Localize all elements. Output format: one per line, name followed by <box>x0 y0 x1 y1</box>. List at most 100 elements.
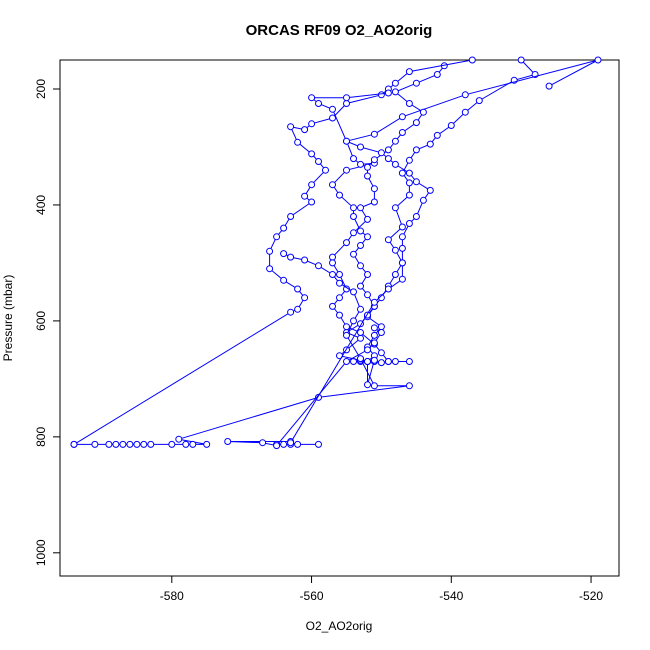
series-line <box>331 65 445 362</box>
data-point <box>350 213 357 220</box>
data-point <box>398 244 406 252</box>
data-series <box>329 62 448 365</box>
data-point <box>370 356 378 364</box>
data-point <box>384 236 392 244</box>
data-point <box>357 143 364 151</box>
y-tick-label: 400 <box>34 195 48 215</box>
data-point <box>357 242 364 249</box>
data-point <box>364 358 371 365</box>
data-point <box>350 155 357 163</box>
y-axis: 200 400 600 800 1000 <box>34 79 61 566</box>
data-point <box>294 138 302 146</box>
data-point <box>370 185 378 193</box>
data-point <box>398 259 406 267</box>
data-point <box>370 156 378 164</box>
data-point <box>377 294 385 302</box>
data-point <box>280 440 288 448</box>
data-point <box>273 442 281 450</box>
data-point <box>147 440 155 448</box>
x-tick-label: -540 <box>439 589 463 603</box>
data-point <box>329 105 336 113</box>
data-point <box>357 282 364 290</box>
data-point <box>398 275 406 283</box>
data-point <box>405 156 413 164</box>
data-point <box>377 149 385 157</box>
data-point <box>384 285 392 293</box>
y-axis-label: Pressure (mbar) <box>1 275 15 362</box>
data-point <box>329 259 336 267</box>
data-point <box>315 262 322 270</box>
data-point <box>336 271 343 278</box>
data-point <box>280 276 288 284</box>
data-point <box>308 198 316 206</box>
data-point <box>370 298 378 306</box>
data-point <box>357 262 364 270</box>
data-point <box>343 358 350 365</box>
data-point <box>357 305 364 313</box>
data-point <box>391 137 399 145</box>
data-point <box>412 178 420 186</box>
data-point <box>280 224 288 232</box>
data-point <box>377 323 385 331</box>
data-point <box>370 198 378 206</box>
data-point <box>426 186 434 194</box>
y-tick-label: 600 <box>34 311 48 331</box>
data-point <box>273 233 281 241</box>
x-tick-label: -560 <box>300 589 324 603</box>
data-point <box>370 331 378 339</box>
data-point <box>384 146 392 154</box>
data-point <box>329 114 336 122</box>
data-point <box>259 439 267 447</box>
data-point <box>461 91 469 99</box>
data-point <box>405 191 413 199</box>
series-line <box>74 253 410 445</box>
data-point <box>384 358 392 365</box>
x-axis: -580 -560 -540 -520 <box>160 575 603 603</box>
plot-area <box>70 56 602 450</box>
data-point <box>384 89 392 97</box>
data-point <box>266 247 274 255</box>
data-point <box>168 440 176 448</box>
data-point <box>398 223 406 231</box>
data-point <box>370 130 378 138</box>
data-point <box>287 213 295 220</box>
data-point <box>594 56 602 64</box>
data-point <box>175 435 183 443</box>
data-point <box>357 329 364 336</box>
data-series <box>287 89 434 448</box>
series-line <box>227 327 383 447</box>
data-point <box>419 196 427 204</box>
data-point <box>315 158 322 165</box>
data-point <box>308 181 316 189</box>
data-point <box>266 265 274 273</box>
data-point <box>357 355 364 363</box>
y-tick-label: 200 <box>34 79 48 99</box>
data-point <box>545 82 553 90</box>
data-point <box>377 359 385 367</box>
data-point <box>203 440 211 448</box>
data-point <box>350 229 357 237</box>
data-point <box>287 123 295 131</box>
data-point <box>377 91 385 99</box>
data-point <box>336 279 343 287</box>
data-point <box>405 68 413 76</box>
data-point <box>461 108 469 116</box>
data-point <box>426 140 434 148</box>
data-point <box>433 131 441 139</box>
data-point <box>370 324 378 332</box>
data-point <box>287 308 295 316</box>
data-point <box>468 56 476 64</box>
data-point <box>405 169 413 177</box>
data-point <box>391 79 399 87</box>
data-point <box>343 323 350 331</box>
data-point <box>329 302 336 310</box>
data-point <box>105 440 113 448</box>
data-point <box>364 381 371 389</box>
data-point <box>364 215 371 223</box>
data-point <box>343 331 350 339</box>
data-point <box>384 155 392 163</box>
data-point <box>329 181 336 189</box>
y-tick-label: 1000 <box>34 539 48 566</box>
data-point <box>343 166 350 174</box>
